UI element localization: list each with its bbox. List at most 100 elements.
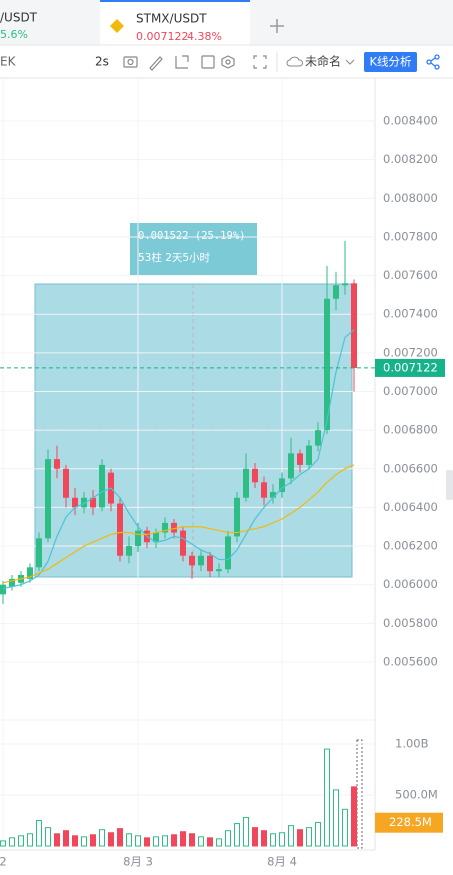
chevron	[345, 59, 355, 65]
analysis-button-label[interactable]: K线分析	[369, 55, 411, 69]
tab-pair[interactable]: /USDT	[0, 11, 38, 25]
volume-bar	[171, 834, 177, 847]
candle-body	[54, 459, 60, 469]
volume-highlight	[356, 739, 363, 849]
y-tick-label: 0.006000	[383, 577, 438, 591]
toolbar-text[interactable]: EK	[0, 55, 17, 69]
add-tab[interactable]	[270, 19, 284, 33]
candle-body	[162, 522, 168, 533]
y-tick-label: 0.006600	[383, 461, 438, 475]
candle-body	[45, 459, 51, 539]
volume-bar	[126, 833, 132, 847]
y-tick-label: 0.007400	[383, 307, 438, 321]
volume-bar	[279, 832, 285, 847]
interval[interactable]: 2s	[95, 55, 109, 69]
volume-bar	[324, 748, 330, 847]
y-tick-label: 0.006400	[383, 500, 438, 514]
volume-bar	[162, 835, 168, 847]
volume-bar	[90, 834, 96, 847]
volume-marker-label: 228.5M	[389, 815, 432, 829]
candle-body	[342, 283, 348, 286]
volume-bar	[261, 830, 267, 847]
candle-body	[279, 478, 285, 492]
volume-bar	[189, 833, 195, 847]
y-tick-label: 0.008400	[383, 114, 438, 128]
volume-bar	[117, 828, 123, 847]
volume-bar	[243, 816, 249, 847]
candle-body	[288, 453, 294, 479]
volume-bar	[342, 808, 348, 847]
cloud-icon	[286, 56, 304, 67]
y-tick-label: 0.007800	[383, 229, 438, 243]
y-tick-label: 0.008000	[383, 191, 438, 205]
volume-bar	[351, 786, 357, 847]
volume-bar	[207, 837, 213, 847]
volume-bar	[108, 832, 114, 847]
volume-tick-label: 500.0M	[395, 788, 438, 802]
toolbar-icons[interactable]	[123, 55, 267, 71]
y-tick-label: 0.007200	[383, 345, 438, 359]
y-tick-label: 0.007000	[383, 384, 438, 398]
candle-body	[126, 546, 132, 556]
volume-bar	[333, 789, 339, 847]
y-tick-label: 0.005600	[383, 654, 438, 668]
candle-body	[333, 285, 339, 299]
candle-body	[243, 468, 249, 498]
share-icon[interactable]	[426, 54, 440, 70]
candle-body	[207, 555, 213, 572]
volume-bar	[252, 827, 258, 847]
side-handle[interactable]	[446, 470, 453, 500]
active-tab[interactable]	[100, 0, 250, 45]
moving-average	[2, 464, 355, 584]
candle-body	[189, 555, 195, 566]
layout-name[interactable]: 未命名	[305, 54, 341, 69]
y-tick-label: 0.005800	[383, 616, 438, 630]
volume-bar	[288, 825, 294, 847]
x-tick-label: 2	[0, 855, 7, 869]
volume-bar	[216, 838, 222, 847]
volume-bar	[99, 829, 105, 847]
candle-body	[9, 578, 15, 587]
volume-bar	[225, 830, 231, 847]
candle-body	[153, 532, 159, 543]
volume-bar	[144, 837, 150, 847]
analysis-button[interactable]	[364, 52, 417, 72]
volume-bar	[270, 833, 276, 847]
volume-bar	[0, 840, 6, 847]
exchange-icon	[110, 19, 124, 33]
candle-body	[216, 569, 222, 572]
candle-body	[90, 497, 96, 508]
volume-bar	[234, 823, 240, 847]
tab-change: 4.38%	[187, 30, 222, 43]
tab-pair[interactable]: STMX/USDT	[136, 12, 207, 26]
measure-span: 53柱 2天5小时	[138, 251, 211, 264]
last-price-label: 0.007122	[383, 360, 438, 374]
volume-bar	[63, 830, 69, 847]
candle-body	[252, 468, 258, 483]
y-tick-label: 0.008200	[383, 152, 438, 166]
candle-body	[351, 283, 357, 368]
volume-marker	[375, 812, 443, 833]
candle-body	[225, 536, 231, 570]
volume-bar	[45, 827, 51, 847]
y-tick-label: 0.006800	[383, 423, 438, 437]
moving-average	[2, 329, 355, 590]
volume-bar	[72, 835, 78, 847]
candle-body	[198, 555, 204, 566]
volume-bar	[27, 833, 33, 847]
tab-price: 0.007122	[136, 30, 189, 43]
candle-body	[270, 491, 276, 498]
candle-body	[297, 453, 303, 465]
candle-body	[180, 530, 186, 556]
candle-body	[315, 430, 321, 446]
volume-tick-label: 1.00B	[395, 737, 429, 751]
volume-bar	[198, 836, 204, 847]
x-tick-label: 8月 4	[267, 855, 297, 869]
volume-bar	[81, 836, 87, 847]
y-tick-label: 0.006200	[383, 539, 438, 553]
last-price-marker	[375, 358, 445, 377]
candle-body	[135, 530, 141, 547]
candle-body	[117, 503, 123, 556]
